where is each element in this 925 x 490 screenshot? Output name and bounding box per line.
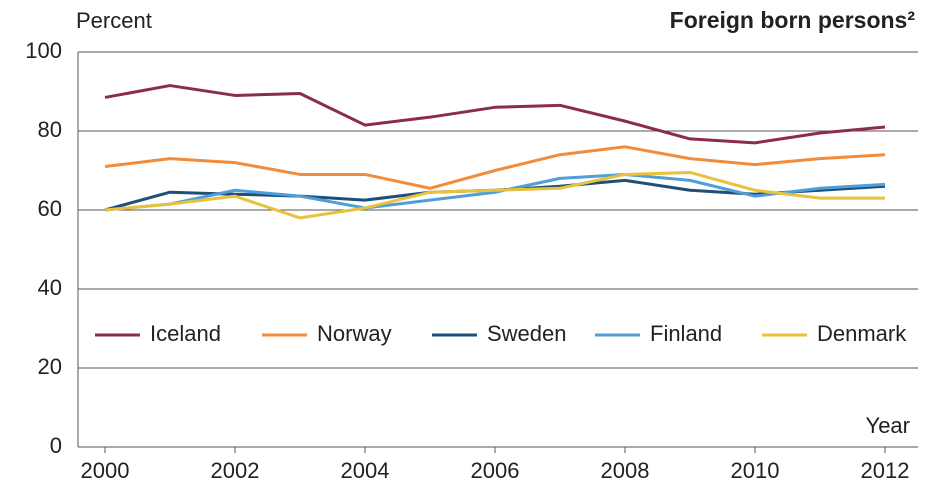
chart-title: Foreign born persons² — [670, 7, 916, 33]
legend-label: Denmark — [817, 321, 907, 346]
x-axis-label: Year — [866, 413, 910, 438]
x-tick-label: 2010 — [731, 458, 780, 483]
y-axis-label: Percent — [76, 8, 152, 33]
series-line — [104, 145, 886, 190]
x-tick-label: 2012 — [861, 458, 910, 483]
series-line — [104, 172, 886, 212]
x-tick-label: 2008 — [601, 458, 650, 483]
x-tick-label: 2002 — [211, 458, 260, 483]
series-line — [104, 170, 885, 220]
y-tick-label: 80 — [38, 117, 62, 142]
series-line — [104, 84, 886, 145]
x-tick-label: 2000 — [81, 458, 130, 483]
x-tick-label: 2006 — [471, 458, 520, 483]
y-tick-label: 40 — [38, 275, 62, 300]
y-tick-label: 60 — [38, 196, 62, 221]
y-tick-label: 0 — [50, 433, 62, 458]
x-tick-label: 2004 — [341, 458, 390, 483]
y-tick-label: 20 — [38, 354, 62, 379]
legend-label: Iceland — [150, 321, 221, 346]
legend-label: Finland — [650, 321, 722, 346]
y-tick-label: 100 — [25, 38, 62, 63]
legend-label: Norway — [317, 321, 392, 346]
legend-label: Sweden — [487, 321, 567, 346]
